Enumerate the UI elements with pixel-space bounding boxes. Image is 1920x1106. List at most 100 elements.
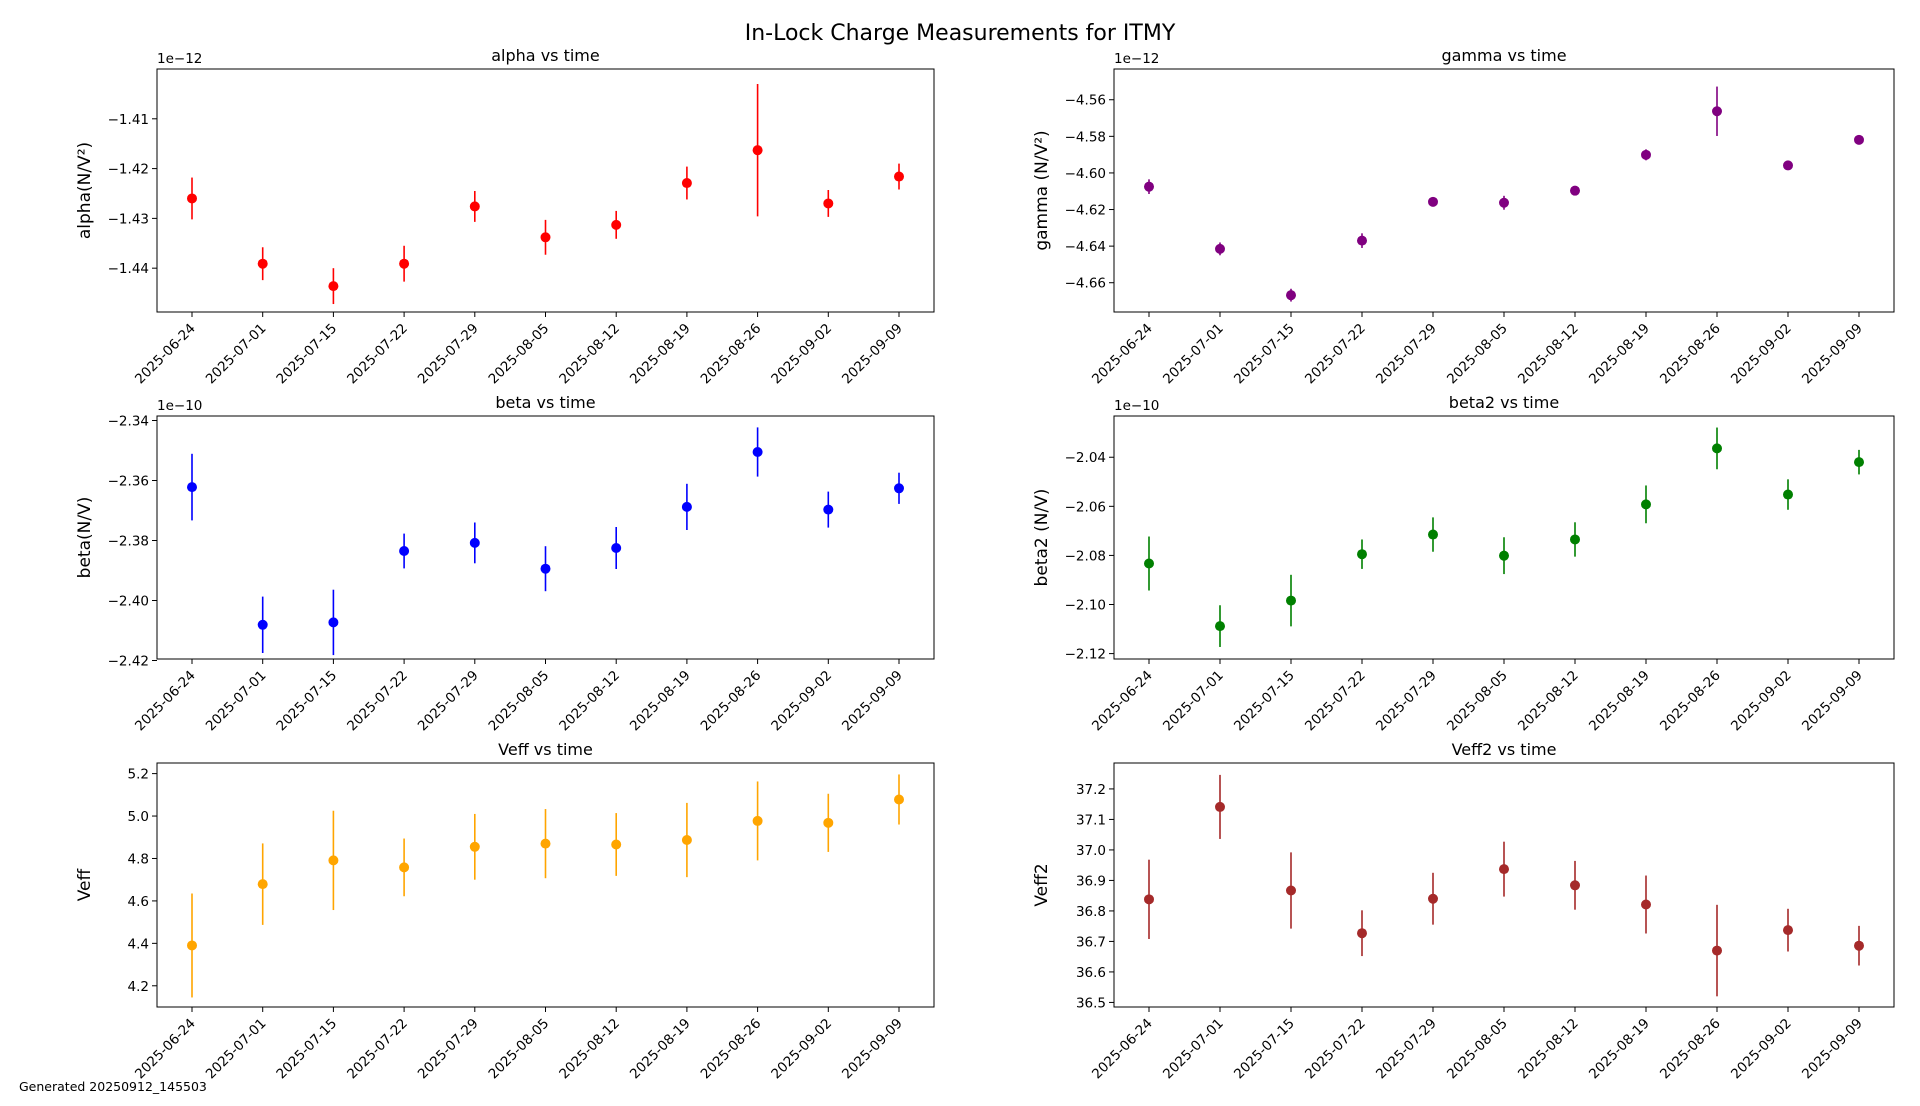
data-point [681,835,692,846]
data-point [540,838,551,849]
y-tick-label: 4.2 [128,979,149,995]
y-tick-label: 36.5 [1076,995,1106,1011]
data-point [1854,134,1864,145]
data-point [1854,940,1864,951]
panel-title: beta vs time [495,393,595,412]
data-point [399,258,410,269]
data-point [1854,457,1864,468]
data-point [1641,899,1651,910]
y-axis-label: beta(N/V) [75,497,95,579]
y-tick-label: −4.62 [1065,203,1106,219]
data-point [611,219,622,230]
y-tick-label: 36.7 [1076,934,1106,950]
y-tick-label: −4.60 [1065,166,1106,182]
data-point [1783,925,1793,936]
data-point [1570,534,1580,545]
data-point [328,617,339,628]
data-point [257,258,268,269]
y-axis-label: beta2 (N/V) [1032,489,1052,587]
data-point [187,940,197,951]
data-point [1144,558,1154,569]
data-point [894,483,904,494]
y-tick-label: 37.2 [1076,782,1106,798]
y-tick-label: −2.08 [1065,548,1106,564]
data-point [1144,181,1154,192]
data-point [611,839,622,850]
y-tick-label: −1.44 [108,261,149,277]
axis-offset-label: 1e−12 [1114,51,1159,67]
panel-title: Veff2 vs time [1452,740,1557,759]
y-axis-label: alpha(N/V²) [75,142,95,239]
y-tick-label: −2.38 [108,534,149,550]
y-tick-label: −4.66 [1065,276,1106,292]
data-point [257,879,268,890]
y-tick-label: 4.8 [128,851,149,867]
data-point [1712,443,1722,454]
panel-title: gamma vs time [1441,46,1566,65]
axis-offset-label: 1e−12 [157,51,202,67]
y-tick-label: 5.0 [128,809,149,825]
y-axis-label: gamma (N/V²) [1032,130,1052,250]
data-point [1357,235,1367,246]
data-point [823,198,834,209]
y-tick-label: −2.40 [108,594,149,610]
y-tick-label: −2.36 [108,474,149,490]
y-tick-label: −4.58 [1065,129,1106,145]
data-point [1286,290,1296,301]
data-point [469,841,480,852]
y-axis-label: Veff2 [1032,863,1052,906]
data-point [187,193,197,204]
y-tick-label: −2.04 [1065,450,1106,466]
panel-title: Veff vs time [498,740,593,759]
data-point [328,281,339,292]
data-point [1641,149,1651,160]
data-point [1215,621,1225,632]
data-point [1215,243,1225,254]
data-point [1783,160,1793,171]
data-point [1286,885,1296,896]
data-point [1499,197,1509,208]
data-point [1712,945,1722,956]
data-point [1357,928,1367,939]
data-point [1570,185,1580,196]
data-point [894,794,904,805]
data-point [894,171,904,182]
panel-title: beta2 vs time [1449,393,1559,412]
data-point [1712,106,1722,117]
data-point [823,817,834,828]
y-tick-label: 5.2 [128,767,149,783]
y-tick-label: 4.4 [128,936,149,952]
data-point [1286,595,1296,606]
data-point [752,815,763,826]
data-point [399,862,410,873]
data-point [681,178,692,189]
data-point [1428,196,1438,207]
y-tick-label: 36.6 [1076,965,1106,981]
y-tick-label: 36.8 [1076,904,1106,920]
y-tick-label: −4.56 [1065,93,1106,109]
y-tick-label: 37.1 [1076,812,1106,828]
data-point [752,447,763,457]
data-point [469,537,480,548]
y-tick-label: −2.42 [108,654,149,670]
y-axis-label: Veff [75,867,95,901]
data-point [469,201,480,212]
y-tick-label: −2.34 [108,414,149,430]
panel-title: alpha vs time [491,46,599,65]
axis-offset-label: 1e−10 [1114,398,1159,414]
data-point [328,855,339,866]
y-tick-label: 36.9 [1076,873,1106,889]
axis-offset-label: 1e−10 [157,398,202,414]
data-point [399,546,410,556]
y-tick-label: −1.41 [108,112,149,128]
generated-footer: Generated 20250912_145503 [19,1079,207,1094]
data-point [1499,864,1509,875]
y-tick-label: 4.6 [128,894,149,910]
data-point [681,501,692,512]
data-point [1783,489,1793,500]
y-tick-label: −2.06 [1065,499,1106,515]
y-tick-label: −1.42 [108,162,149,178]
data-point [1357,549,1367,560]
data-point [1428,893,1438,904]
